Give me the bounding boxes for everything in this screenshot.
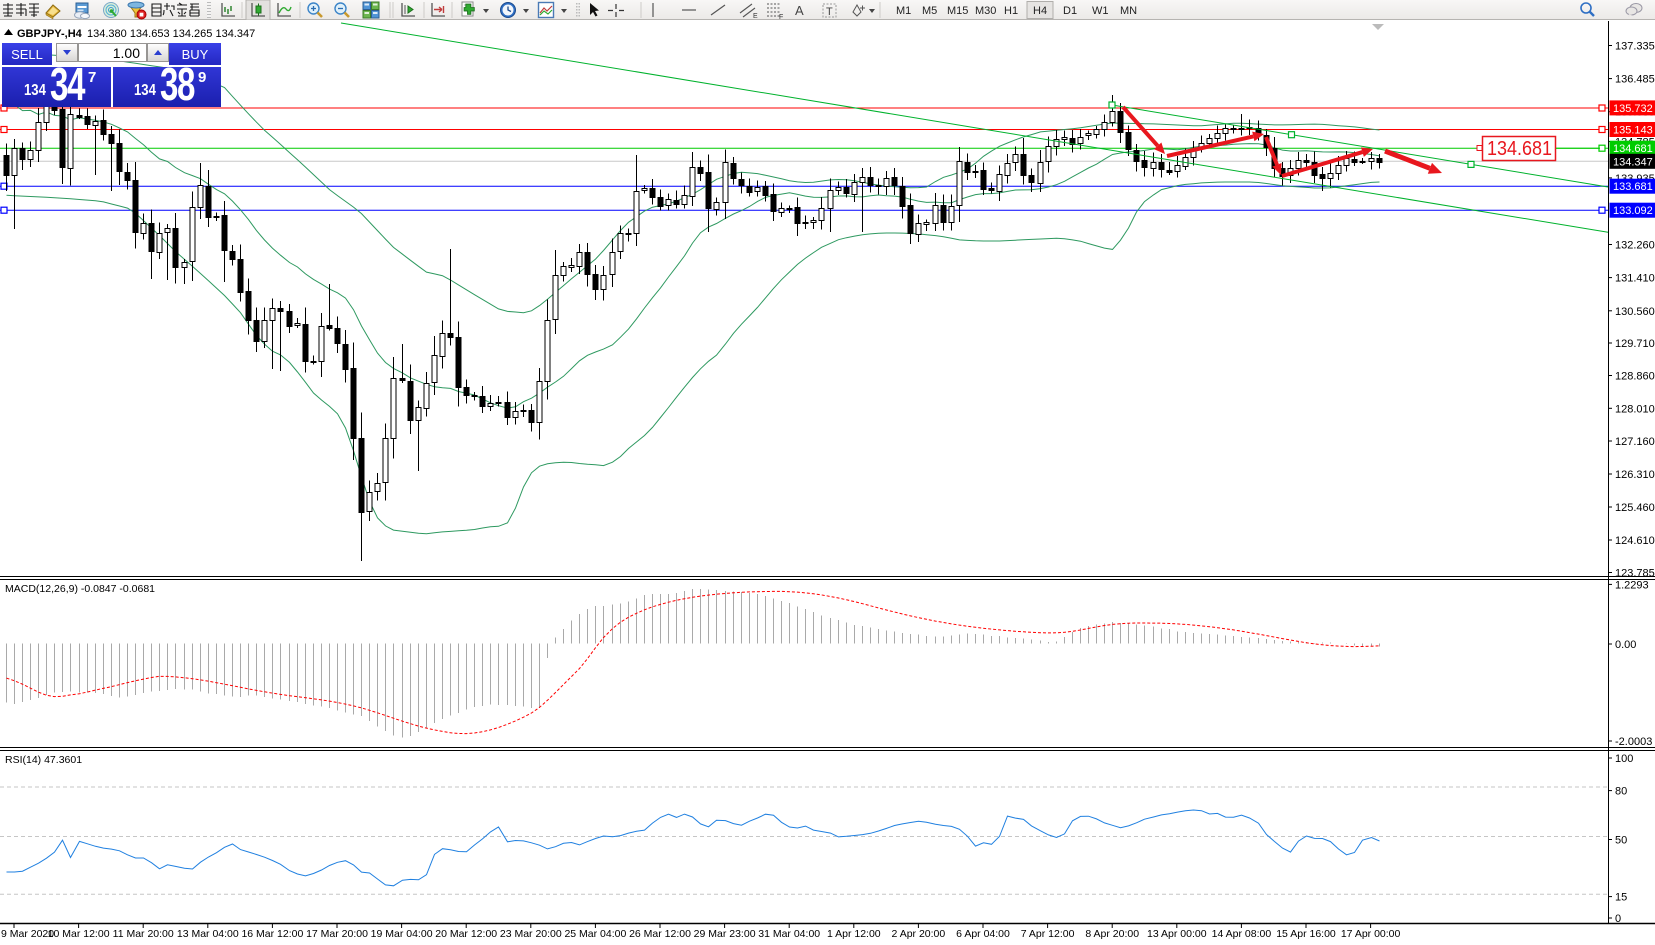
svg-text:134.347: 134.347 xyxy=(1613,156,1653,168)
svg-text:134.681: 134.681 xyxy=(1487,138,1552,160)
svg-text:M5: M5 xyxy=(922,5,937,17)
svg-text:GBPJPY-,H4: GBPJPY-,H4 xyxy=(17,28,83,40)
svg-text:124.610: 124.610 xyxy=(1615,535,1655,547)
svg-text:6 Apr 04:00: 6 Apr 04:00 xyxy=(956,928,1010,940)
svg-text:E: E xyxy=(753,13,758,20)
svg-text:132.260: 132.260 xyxy=(1615,240,1655,252)
svg-text:0: 0 xyxy=(1615,913,1621,925)
svg-text:1 Apr 12:00: 1 Apr 12:00 xyxy=(827,928,881,940)
svg-text:W1: W1 xyxy=(1092,5,1109,17)
svg-text:19 Mar 04:00: 19 Mar 04:00 xyxy=(371,928,433,940)
svg-text:123.785: 123.785 xyxy=(1615,568,1655,580)
svg-text:133.092: 133.092 xyxy=(1613,205,1653,217)
svg-text:125.460: 125.460 xyxy=(1615,502,1655,514)
svg-text:129.710: 129.710 xyxy=(1615,338,1655,350)
svg-text:RSI(14) 47.3601: RSI(14) 47.3601 xyxy=(5,754,82,766)
svg-text:D1: D1 xyxy=(1063,5,1077,17)
svg-text:A: A xyxy=(795,3,804,18)
svg-text:M15: M15 xyxy=(947,5,968,17)
svg-text:-2.0003: -2.0003 xyxy=(1615,736,1652,748)
svg-text:17 Mar 20:00: 17 Mar 20:00 xyxy=(306,928,368,940)
svg-text:10 Mar 12:00: 10 Mar 12:00 xyxy=(48,928,110,940)
svg-text:MACD(12,26,9) -0.0847 -0.0681: MACD(12,26,9) -0.0847 -0.0681 xyxy=(5,583,155,595)
svg-text:130.560: 130.560 xyxy=(1615,306,1655,318)
svg-text:23 Mar 20:00: 23 Mar 20:00 xyxy=(500,928,562,940)
svg-text:26 Mar 12:00: 26 Mar 12:00 xyxy=(629,928,691,940)
svg-text:7 Apr 12:00: 7 Apr 12:00 xyxy=(1021,928,1075,940)
svg-text:T: T xyxy=(826,6,833,18)
svg-text:14 Apr 08:00: 14 Apr 08:00 xyxy=(1212,928,1272,940)
svg-text:17 Apr 00:00: 17 Apr 00:00 xyxy=(1341,928,1401,940)
svg-text:50: 50 xyxy=(1615,835,1627,847)
svg-text:13 Apr 00:00: 13 Apr 00:00 xyxy=(1147,928,1207,940)
svg-text:M30: M30 xyxy=(975,5,996,17)
svg-text:2 Apr 20:00: 2 Apr 20:00 xyxy=(892,928,946,940)
svg-text:8 Apr 20:00: 8 Apr 20:00 xyxy=(1085,928,1139,940)
svg-text:137.335: 137.335 xyxy=(1615,41,1655,53)
svg-text:80: 80 xyxy=(1615,786,1627,798)
svg-text:M1: M1 xyxy=(896,5,911,17)
svg-text:134.681: 134.681 xyxy=(1613,143,1653,155)
svg-text:128.860: 128.860 xyxy=(1615,371,1655,383)
svg-text:25 Mar 04:00: 25 Mar 04:00 xyxy=(564,928,626,940)
svg-text:29 Mar 23:00: 29 Mar 23:00 xyxy=(694,928,756,940)
svg-text:F: F xyxy=(779,14,783,20)
svg-text:13 Mar 04:00: 13 Mar 04:00 xyxy=(177,928,239,940)
svg-text:131.410: 131.410 xyxy=(1615,273,1655,285)
svg-text:126.310: 126.310 xyxy=(1615,469,1655,481)
svg-text:133.681: 133.681 xyxy=(1613,181,1653,193)
svg-text:127.160: 127.160 xyxy=(1615,436,1655,448)
svg-text:135.143: 135.143 xyxy=(1613,125,1653,137)
svg-text:135.732: 135.732 xyxy=(1613,103,1653,115)
svg-text:100: 100 xyxy=(1615,753,1633,765)
svg-text:16 Mar 12:00: 16 Mar 12:00 xyxy=(241,928,303,940)
svg-text:15: 15 xyxy=(1615,892,1627,904)
svg-text:128.010: 128.010 xyxy=(1615,403,1655,415)
svg-text:20 Mar 12:00: 20 Mar 12:00 xyxy=(435,928,497,940)
svg-text:136.485: 136.485 xyxy=(1615,74,1655,86)
svg-text:31 Mar 04:00: 31 Mar 04:00 xyxy=(758,928,820,940)
svg-text:H4: H4 xyxy=(1033,5,1047,17)
svg-text:H1: H1 xyxy=(1004,5,1018,17)
svg-text:9 Mar 2020: 9 Mar 2020 xyxy=(1,928,54,940)
svg-text:1.2293: 1.2293 xyxy=(1615,579,1649,591)
svg-text:MN: MN xyxy=(1120,5,1137,17)
svg-text:15 Apr 16:00: 15 Apr 16:00 xyxy=(1276,928,1336,940)
svg-text:0.00: 0.00 xyxy=(1615,639,1636,651)
svg-text:134.380 134.653 134.265 134.34: 134.380 134.653 134.265 134.347 xyxy=(87,28,255,40)
svg-text:11 Mar 20:00: 11 Mar 20:00 xyxy=(113,928,174,940)
